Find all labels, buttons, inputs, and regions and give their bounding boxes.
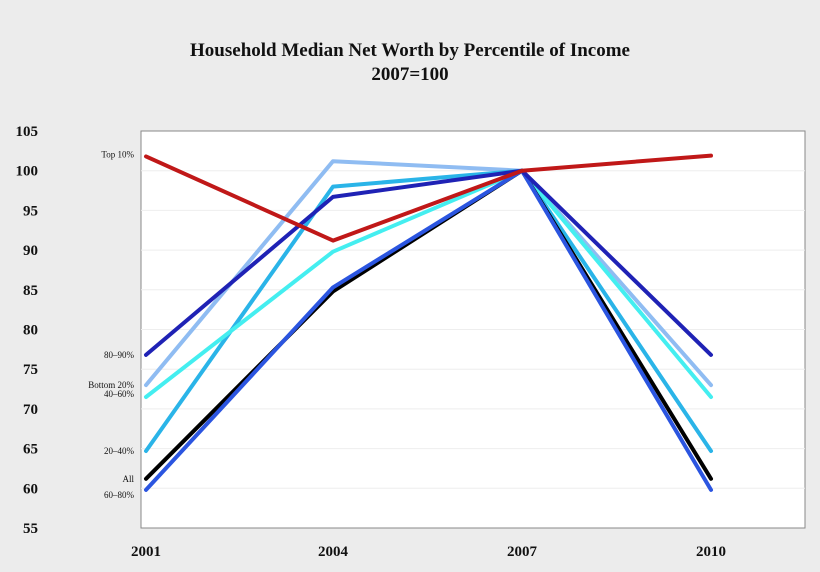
series-lines bbox=[144, 153, 713, 492]
series-label: 80–90% bbox=[104, 350, 135, 360]
series-label: 40–60% bbox=[104, 389, 135, 399]
y-tick-label: 105 bbox=[16, 124, 39, 140]
y-axis-ticks: 55 60 65 70 75 80 85 90 95 100 105 bbox=[16, 124, 39, 537]
y-tick-label: 60 bbox=[23, 481, 38, 497]
y-tick-label: 80 bbox=[23, 323, 38, 339]
y-tick-label: 65 bbox=[23, 442, 38, 458]
series-label: 20–40% bbox=[104, 446, 135, 456]
y-tick-label: 85 bbox=[23, 283, 38, 299]
series-label: All bbox=[122, 474, 134, 484]
y-tick-label: 55 bbox=[23, 521, 38, 537]
grid-lines bbox=[141, 170, 805, 489]
x-axis-ticks: 2001 2004 2007 2010 bbox=[131, 544, 726, 560]
chart-subtitle: 2007=100 bbox=[371, 64, 449, 85]
series-line bbox=[144, 159, 713, 388]
y-tick-label: 70 bbox=[23, 402, 38, 418]
chart-title: Household Median Net Worth by Percentile… bbox=[190, 40, 630, 61]
x-tick-label: 2004 bbox=[318, 544, 349, 560]
series-labels: All 60–80% 20–40% 40–60%Bottom 20% 80–90% Top… bbox=[88, 149, 134, 499]
x-tick-label: 2010 bbox=[696, 544, 726, 560]
series-line bbox=[144, 168, 713, 357]
series-line bbox=[144, 168, 713, 492]
y-tick-label: 95 bbox=[23, 203, 38, 219]
series-line bbox=[144, 153, 713, 243]
y-tick-label: 75 bbox=[23, 362, 38, 378]
x-tick-label: 2001 bbox=[131, 544, 161, 560]
series-label: 60–80% bbox=[104, 490, 135, 500]
x-tick-label: 2007 bbox=[507, 544, 538, 560]
y-tick-label: 90 bbox=[23, 243, 38, 259]
series-line bbox=[144, 168, 713, 399]
series-label: Top 10% bbox=[101, 149, 134, 159]
series-line bbox=[144, 168, 713, 453]
y-tick-label: 100 bbox=[16, 164, 39, 180]
series-label: Bottom 20% bbox=[88, 380, 134, 390]
